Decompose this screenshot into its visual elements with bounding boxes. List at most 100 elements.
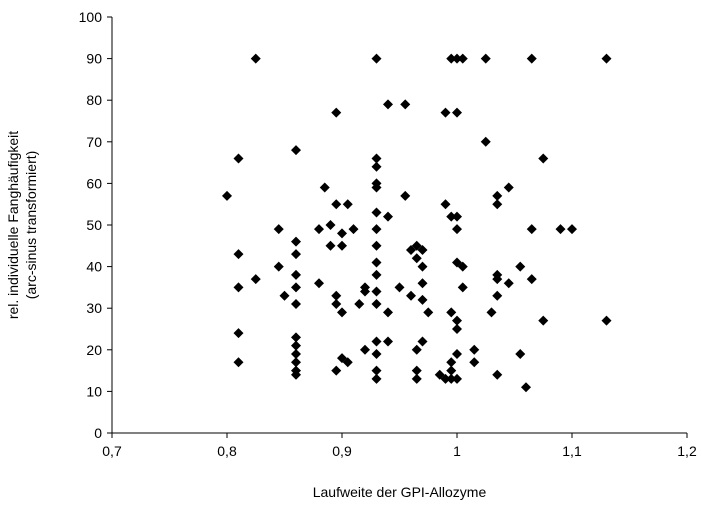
data-point <box>538 315 549 326</box>
data-point <box>383 99 393 110</box>
y-axis-title-line-2: (arc-sinus transformiert) <box>23 151 39 300</box>
x-axis-title: Laufweite der GPI-Allozyme <box>313 484 487 500</box>
data-point <box>492 369 503 380</box>
data-point <box>411 365 422 376</box>
data-point <box>279 290 290 301</box>
data-point <box>417 244 428 255</box>
data-point <box>492 190 503 201</box>
data-point <box>452 107 462 118</box>
data-point <box>371 269 382 280</box>
data-point <box>371 257 382 268</box>
data-point <box>371 286 382 297</box>
data-point <box>371 182 382 193</box>
data-point <box>325 220 336 230</box>
data-point <box>233 153 244 164</box>
data-point <box>331 299 342 310</box>
y-tick-label: 20 <box>86 342 102 358</box>
data-point <box>233 328 244 339</box>
data-point <box>250 53 261 64</box>
data-point <box>337 307 347 318</box>
data-point <box>555 224 566 235</box>
data-point <box>452 373 462 384</box>
data-point <box>291 369 301 380</box>
data-point <box>515 348 526 359</box>
data-point <box>291 357 301 368</box>
data-point <box>291 282 301 293</box>
data-point <box>457 282 468 293</box>
x-tick-label: 1 <box>453 443 461 459</box>
data-point <box>291 269 301 280</box>
data-point <box>452 224 462 235</box>
data-point <box>250 274 261 285</box>
data-point <box>423 307 434 318</box>
data-point <box>348 224 359 235</box>
y-tick-label: 90 <box>86 51 102 67</box>
data-point <box>503 182 514 193</box>
data-point <box>538 153 549 164</box>
data-point <box>371 348 382 359</box>
data-point <box>503 278 514 289</box>
data-point <box>492 274 503 285</box>
data-point <box>394 282 405 293</box>
y-tick-label: 30 <box>86 300 102 316</box>
data-point <box>273 224 284 235</box>
data-point <box>331 199 342 210</box>
data-point <box>446 357 457 368</box>
data-point <box>331 290 342 301</box>
data-point <box>526 274 537 285</box>
data-point <box>486 307 497 318</box>
data-point <box>446 53 457 64</box>
data-point <box>291 332 301 343</box>
x-tick-label: 0,8 <box>217 443 237 459</box>
data-point <box>417 278 428 289</box>
data-point <box>601 53 612 64</box>
data-point <box>446 307 457 318</box>
data-points <box>222 53 612 393</box>
y-tick-label: 0 <box>94 425 102 441</box>
data-point <box>411 253 422 264</box>
data-point <box>469 357 480 368</box>
axes: 0 10 20 30 40 50 60 70 80 90 100 0,7 0,8 0,9 1 1,1 1,2 <box>79 9 697 459</box>
y-tick-label: 80 <box>86 92 102 108</box>
x-tick-label: 0,7 <box>102 443 122 459</box>
data-point <box>233 282 244 293</box>
data-point <box>291 249 301 260</box>
data-point <box>273 261 284 272</box>
data-point <box>446 365 457 376</box>
data-point <box>319 182 330 193</box>
y-tick-label: 40 <box>86 259 102 275</box>
x-tick-label: 0,9 <box>332 443 352 459</box>
data-point <box>360 286 370 297</box>
y-tick-label: 50 <box>86 217 102 233</box>
data-point <box>337 228 347 239</box>
data-point <box>521 382 531 393</box>
data-point <box>233 249 244 260</box>
data-point <box>417 261 428 272</box>
data-point <box>360 344 370 355</box>
data-point <box>526 224 537 235</box>
data-point <box>417 294 428 305</box>
data-point <box>446 211 457 222</box>
data-point <box>480 53 491 64</box>
data-point <box>371 336 382 347</box>
data-point <box>469 344 480 355</box>
data-point <box>291 340 301 351</box>
data-point <box>383 336 393 347</box>
data-point <box>406 290 416 301</box>
data-point <box>291 236 301 247</box>
data-point <box>371 153 382 164</box>
data-point <box>354 299 365 310</box>
data-point <box>371 365 382 376</box>
data-point <box>440 199 451 210</box>
x-tick-label: 1,1 <box>562 443 582 459</box>
data-point <box>222 190 232 201</box>
data-point <box>446 373 457 384</box>
data-point <box>601 315 612 326</box>
data-point <box>371 161 382 172</box>
data-point <box>291 145 301 156</box>
data-point <box>291 348 301 359</box>
data-point <box>452 324 462 334</box>
data-point <box>331 365 342 376</box>
data-point <box>342 199 353 210</box>
data-point <box>411 344 422 355</box>
